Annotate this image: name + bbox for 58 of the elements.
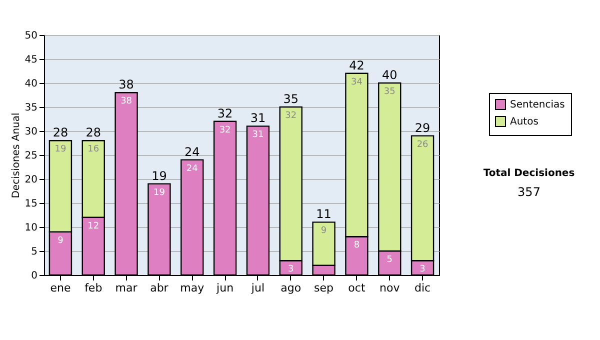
total-label: 28 (52, 126, 68, 140)
y-tick-label: 50 (24, 30, 38, 42)
data-label: 3 (288, 264, 294, 275)
y-tick-label: 20 (24, 174, 38, 186)
total-label: 35 (283, 92, 299, 106)
data-label: 8 (354, 240, 360, 251)
data-label: 35 (384, 87, 396, 97)
data-label: 24 (186, 164, 198, 174)
total-label: 11 (316, 207, 332, 222)
x-tick-label: may (180, 282, 205, 294)
y-axis-title: Decisiones Anual (10, 112, 22, 198)
x-tick-label: abr (150, 282, 169, 294)
total-label: 31 (250, 111, 266, 126)
y-tick-label: 45 (24, 54, 38, 66)
y-tick-label: 5 (31, 246, 38, 258)
data-label: 31 (252, 130, 264, 140)
text: Total Decisiones (483, 168, 575, 179)
y-tick-label: 30 (24, 126, 38, 138)
data-label: 34 (350, 77, 363, 88)
legend-label: Autos (510, 116, 538, 128)
y-tick-label: 15 (24, 198, 38, 210)
data-label: 3 (420, 264, 426, 275)
data-label: 19 (153, 188, 166, 198)
data-label: 5 (386, 255, 392, 265)
data-label: 32 (219, 125, 231, 136)
x-tick-label: jun (216, 282, 234, 294)
total-label: 40 (382, 68, 398, 82)
x-tick-label: ago (280, 282, 302, 294)
total-label: 32 (217, 106, 233, 120)
data-label: 12 (88, 221, 100, 232)
x-tick-label: nov (380, 282, 400, 294)
data-label: 32 (285, 111, 297, 121)
data-label: 9 (320, 226, 327, 236)
x-tick-label: sep (314, 282, 334, 294)
legend-label: Sentencias (510, 100, 565, 110)
data-label: 16 (88, 144, 100, 155)
text: 357 (518, 185, 540, 199)
total-label: 24 (184, 144, 200, 159)
total-label: 38 (118, 78, 134, 92)
x-tick-label: ene (50, 282, 71, 294)
data-label: 19 (54, 144, 66, 155)
x-tick-label: dic (414, 282, 431, 294)
data-label: 26 (416, 140, 429, 150)
total-label: 19 (152, 168, 167, 183)
y-tick-label: 0 (31, 270, 38, 282)
total-label: 42 (349, 58, 364, 72)
x-tick-label: feb (84, 282, 102, 294)
total-label: 28 (86, 126, 102, 140)
y-tick-label: 25 (24, 150, 38, 162)
y-tick-label: 40 (24, 78, 38, 90)
data-label: 38 (120, 96, 132, 107)
total-label: 29 (414, 120, 430, 135)
y-tick-label: 10 (24, 222, 38, 234)
x-tick-label: jul (250, 282, 265, 294)
x-tick-label: mar (115, 282, 138, 294)
x-tick-label: oct (348, 282, 366, 294)
y-tick-label: 35 (24, 102, 38, 114)
data-label: 9 (58, 236, 64, 246)
